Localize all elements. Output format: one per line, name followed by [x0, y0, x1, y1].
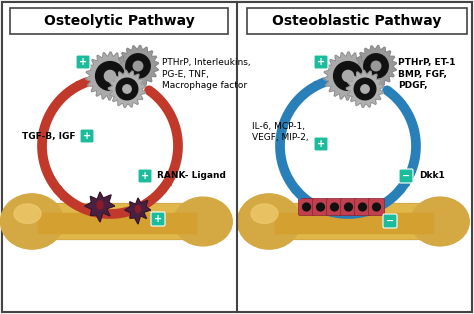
- Polygon shape: [118, 46, 158, 86]
- Circle shape: [302, 203, 310, 211]
- FancyBboxPatch shape: [312, 198, 328, 215]
- FancyBboxPatch shape: [247, 8, 467, 34]
- FancyBboxPatch shape: [38, 213, 197, 234]
- FancyBboxPatch shape: [327, 198, 343, 215]
- Ellipse shape: [237, 194, 301, 249]
- Text: IL-6, MCP-1,
VEGF, MIP-2,: IL-6, MCP-1, VEGF, MIP-2,: [252, 122, 309, 143]
- Circle shape: [123, 85, 131, 93]
- Text: +: +: [317, 57, 325, 67]
- Circle shape: [373, 203, 381, 211]
- Ellipse shape: [174, 197, 232, 246]
- FancyBboxPatch shape: [138, 169, 152, 183]
- Text: TGF-B, IGF: TGF-B, IGF: [22, 132, 75, 140]
- Circle shape: [330, 203, 338, 211]
- Text: RANK- Ligand: RANK- Ligand: [157, 171, 226, 181]
- Circle shape: [96, 62, 124, 90]
- Text: Osteoblastic Pathway: Osteoblastic Pathway: [272, 14, 442, 28]
- FancyBboxPatch shape: [314, 55, 328, 69]
- Text: PTHrP, ET-1
BMP, FGF,
PDGF,: PTHrP, ET-1 BMP, FGF, PDGF,: [398, 58, 456, 90]
- Text: +: +: [141, 171, 149, 181]
- Circle shape: [133, 61, 143, 71]
- FancyBboxPatch shape: [368, 198, 384, 215]
- Polygon shape: [346, 71, 383, 107]
- FancyBboxPatch shape: [274, 203, 435, 240]
- Circle shape: [354, 78, 376, 100]
- Polygon shape: [356, 46, 396, 86]
- Circle shape: [364, 54, 388, 78]
- Circle shape: [334, 62, 363, 90]
- FancyBboxPatch shape: [314, 137, 328, 151]
- FancyBboxPatch shape: [355, 198, 371, 215]
- Circle shape: [104, 70, 116, 82]
- Circle shape: [342, 70, 354, 82]
- FancyBboxPatch shape: [76, 55, 90, 69]
- Polygon shape: [86, 52, 134, 100]
- Circle shape: [317, 203, 324, 211]
- Circle shape: [359, 203, 366, 211]
- Text: Dkk1: Dkk1: [419, 171, 445, 181]
- Text: −: −: [386, 216, 394, 226]
- FancyBboxPatch shape: [299, 198, 315, 215]
- Ellipse shape: [14, 204, 41, 224]
- Polygon shape: [85, 192, 115, 222]
- Circle shape: [345, 203, 352, 211]
- Polygon shape: [109, 71, 146, 107]
- FancyBboxPatch shape: [151, 212, 165, 226]
- FancyBboxPatch shape: [340, 198, 356, 215]
- Text: +: +: [83, 131, 91, 141]
- Text: PTHrP, Interleukins,
PG-E, TNF,
Macrophage factor: PTHrP, Interleukins, PG-E, TNF, Macropha…: [162, 58, 251, 90]
- FancyBboxPatch shape: [383, 214, 397, 228]
- FancyBboxPatch shape: [80, 129, 94, 143]
- Ellipse shape: [251, 204, 278, 224]
- Circle shape: [293, 91, 403, 201]
- Polygon shape: [125, 198, 151, 224]
- Text: Osteolytic Pathway: Osteolytic Pathway: [44, 14, 194, 28]
- Circle shape: [55, 91, 165, 201]
- Text: +: +: [317, 139, 325, 149]
- FancyBboxPatch shape: [399, 169, 413, 183]
- FancyBboxPatch shape: [10, 8, 228, 34]
- FancyBboxPatch shape: [37, 203, 198, 240]
- Polygon shape: [324, 52, 372, 100]
- Ellipse shape: [136, 205, 141, 213]
- Ellipse shape: [0, 194, 64, 249]
- Circle shape: [126, 54, 150, 78]
- Ellipse shape: [97, 201, 103, 209]
- Ellipse shape: [411, 197, 469, 246]
- Circle shape: [361, 85, 369, 93]
- Text: +: +: [79, 57, 87, 67]
- Circle shape: [116, 78, 138, 100]
- Text: +: +: [154, 214, 162, 224]
- Text: −: −: [402, 171, 410, 181]
- Circle shape: [371, 61, 381, 71]
- FancyBboxPatch shape: [275, 213, 434, 234]
